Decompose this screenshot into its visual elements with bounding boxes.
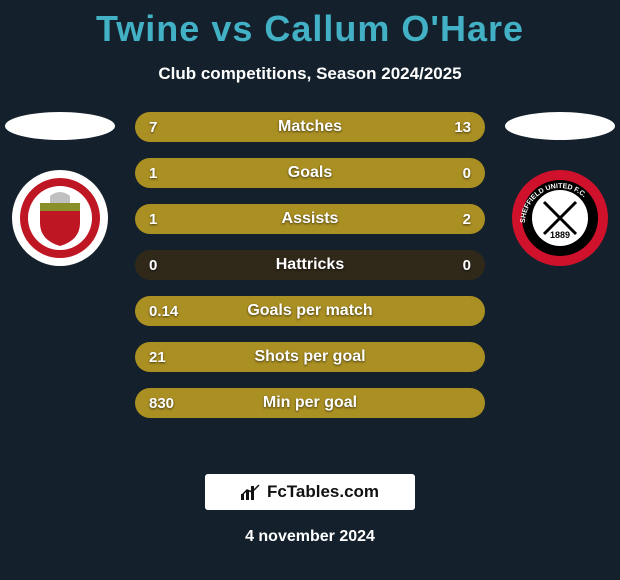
comparison-title: Twine vs Callum O'Hare xyxy=(0,0,620,50)
stat-row: Shots per goal21 xyxy=(135,342,485,372)
stat-row: Min per goal830 xyxy=(135,388,485,418)
stat-label: Matches xyxy=(135,112,485,142)
stat-right-value: 13 xyxy=(454,112,471,142)
brand-text: FcTables.com xyxy=(267,482,379,502)
stat-label: Hattricks xyxy=(135,250,485,280)
stat-left-value: 0.14 xyxy=(149,296,178,326)
svg-text:1889: 1889 xyxy=(550,230,570,240)
stat-right-value: 0 xyxy=(463,250,471,280)
player1-name: Twine xyxy=(96,8,200,49)
player1-club-crest xyxy=(10,168,110,268)
subtitle: Club competitions, Season 2024/2025 xyxy=(0,64,620,84)
stat-left-value: 1 xyxy=(149,158,157,188)
right-player-column: 1889 SHEFFIELD UNITED F.C. xyxy=(500,112,620,268)
stat-right-value: 2 xyxy=(463,204,471,234)
stat-label: Assists xyxy=(135,204,485,234)
left-player-column xyxy=(0,112,120,268)
brand-badge: FcTables.com xyxy=(205,474,415,510)
player1-photo-oval xyxy=(5,112,115,140)
stat-label: Min per goal xyxy=(135,388,485,418)
vs-text: vs xyxy=(211,8,253,49)
stat-left-value: 0 xyxy=(149,250,157,280)
date-text: 4 november 2024 xyxy=(0,528,620,546)
stat-label: Goals per match xyxy=(135,296,485,326)
stat-left-value: 7 xyxy=(149,112,157,142)
stat-row: Matches7 13 xyxy=(135,112,485,142)
stat-row: Goals1 0 xyxy=(135,158,485,188)
stat-right-value: 0 xyxy=(463,158,471,188)
stat-label: Shots per goal xyxy=(135,342,485,372)
stat-left-value: 21 xyxy=(149,342,166,372)
stat-row: Hattricks0 0 xyxy=(135,250,485,280)
stat-row: Goals per match0.14 xyxy=(135,296,485,326)
player2-name: Callum O'Hare xyxy=(264,8,524,49)
player2-photo-oval xyxy=(505,112,615,140)
stat-label: Goals xyxy=(135,158,485,188)
stat-left-value: 830 xyxy=(149,388,174,418)
brand-icon xyxy=(241,484,261,500)
stat-left-value: 1 xyxy=(149,204,157,234)
comparison-content: 1889 SHEFFIELD UNITED F.C. Matches7 13 Goa… xyxy=(0,112,620,452)
stat-row: Assists1 2 xyxy=(135,204,485,234)
player2-club-crest: 1889 SHEFFIELD UNITED F.C. xyxy=(510,168,610,268)
stat-bars: Matches713Goals10Assists12Hattricks00Goa… xyxy=(135,112,485,434)
